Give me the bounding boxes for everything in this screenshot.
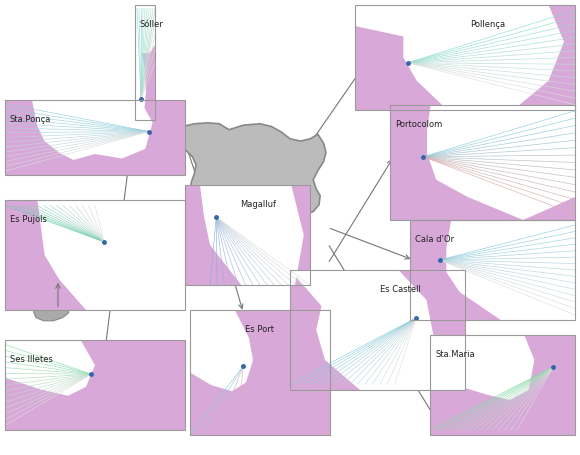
Bar — [410, 220, 575, 320]
Bar — [355, 5, 575, 110]
Bar — [185, 185, 310, 285]
Bar — [430, 335, 575, 435]
Bar — [290, 270, 465, 390]
Bar — [5, 100, 185, 175]
Polygon shape — [32, 100, 153, 160]
Bar — [410, 220, 575, 320]
Polygon shape — [169, 208, 215, 245]
Text: Pollença: Pollença — [470, 20, 505, 29]
Polygon shape — [37, 200, 185, 310]
Polygon shape — [427, 105, 575, 220]
Polygon shape — [135, 5, 155, 57]
Polygon shape — [135, 53, 146, 120]
Bar — [5, 340, 185, 430]
Bar — [430, 335, 575, 435]
Bar — [135, 5, 155, 120]
Text: Sta.Maria: Sta.Maria — [435, 350, 474, 359]
Polygon shape — [173, 123, 326, 239]
Bar — [5, 340, 185, 430]
Bar — [5, 200, 185, 310]
Text: Sta.Ponça: Sta.Ponça — [10, 115, 52, 124]
Bar — [5, 200, 185, 310]
Text: Es Port: Es Port — [245, 325, 274, 334]
Text: Magalluf: Magalluf — [240, 200, 276, 209]
Text: Ses Illetes: Ses Illetes — [10, 355, 53, 364]
Polygon shape — [190, 310, 253, 391]
Text: Cala d’Or: Cala d’Or — [415, 235, 454, 244]
Polygon shape — [5, 340, 95, 396]
Bar — [290, 270, 465, 390]
Polygon shape — [34, 300, 70, 321]
Bar — [190, 310, 330, 435]
Polygon shape — [446, 220, 575, 320]
Polygon shape — [290, 270, 465, 390]
Bar — [390, 105, 575, 220]
Polygon shape — [200, 185, 304, 285]
Text: Es Castell: Es Castell — [380, 285, 421, 294]
Text: Portocolom: Portocolom — [395, 120, 442, 129]
Polygon shape — [355, 5, 564, 110]
Bar — [390, 105, 575, 220]
Text: Sóller: Sóller — [140, 20, 164, 29]
Bar — [190, 310, 330, 435]
Text: Es Pujols: Es Pujols — [10, 215, 47, 224]
Bar — [355, 5, 575, 110]
Polygon shape — [430, 335, 534, 400]
Bar — [135, 5, 155, 120]
Bar — [185, 185, 310, 285]
Polygon shape — [36, 263, 82, 296]
Bar — [5, 100, 185, 175]
